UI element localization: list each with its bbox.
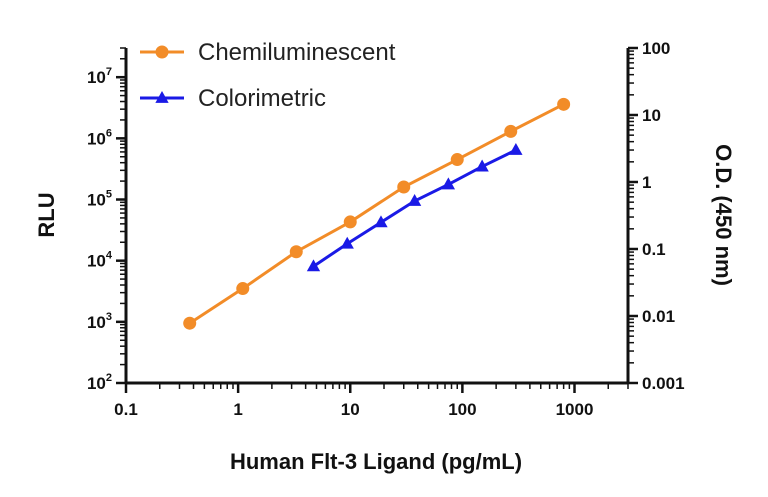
y-tick-label: 107 <box>87 66 112 87</box>
data-point <box>504 124 518 138</box>
y2-tick-label: 1 <box>642 173 651 192</box>
data-point <box>441 177 456 190</box>
legend-label: Colorimetric <box>198 85 326 112</box>
legend: Chemiluminescent Colorimetric <box>140 39 396 112</box>
data-point <box>407 194 422 206</box>
x-tick-label: 1 <box>233 400 242 419</box>
data-point <box>475 159 489 172</box>
x-tick-label: 1000 <box>556 400 594 419</box>
data-point <box>450 153 464 167</box>
y-tick-label: 103 <box>87 311 112 332</box>
series-1 <box>306 143 523 272</box>
y2-axis-title: O.D. (450 nm) <box>711 144 736 286</box>
legend-item: Colorimetric <box>140 85 326 112</box>
data-point <box>306 259 321 272</box>
y2-tick-label: 0.001 <box>642 374 685 393</box>
series-0 <box>183 97 571 330</box>
data-point <box>557 97 571 111</box>
legend-label: Chemiluminescent <box>198 39 396 66</box>
y-tick-label: 106 <box>87 127 112 148</box>
legend-item: Chemiluminescent <box>140 39 396 66</box>
data-point <box>397 180 411 194</box>
y-axis-title: RLU <box>34 192 59 237</box>
legend-marker <box>155 91 169 103</box>
series-line <box>188 102 565 325</box>
y-tick-label: 104 <box>87 250 113 271</box>
y2-tick-label: 0.1 <box>642 240 666 259</box>
x-tick-label: 10 <box>341 400 360 419</box>
series-layer <box>183 97 571 330</box>
x-tick-label: 100 <box>448 400 476 419</box>
y-tick-label: 102 <box>87 372 112 393</box>
x-axis-title: Human Flt-3 Ligand (pg/mL) <box>230 449 522 474</box>
data-point <box>236 282 250 296</box>
data-point <box>340 236 354 249</box>
data-point <box>289 245 303 259</box>
data-point <box>343 215 357 229</box>
data-point <box>374 215 388 228</box>
y2-tick-label: 100 <box>642 39 670 58</box>
axes: 0.1 1 10 100 1000 102 103 104 105 106 107 0.001 0.01… <box>87 39 685 419</box>
legend-marker <box>155 45 169 59</box>
y2-tick-label: 0.01 <box>642 307 675 326</box>
data-point <box>509 143 523 155</box>
data-point <box>183 316 197 330</box>
y2-tick-label: 10 <box>642 106 661 125</box>
x-tick-label: 0.1 <box>114 400 138 419</box>
y-tick-label: 105 <box>87 189 112 210</box>
